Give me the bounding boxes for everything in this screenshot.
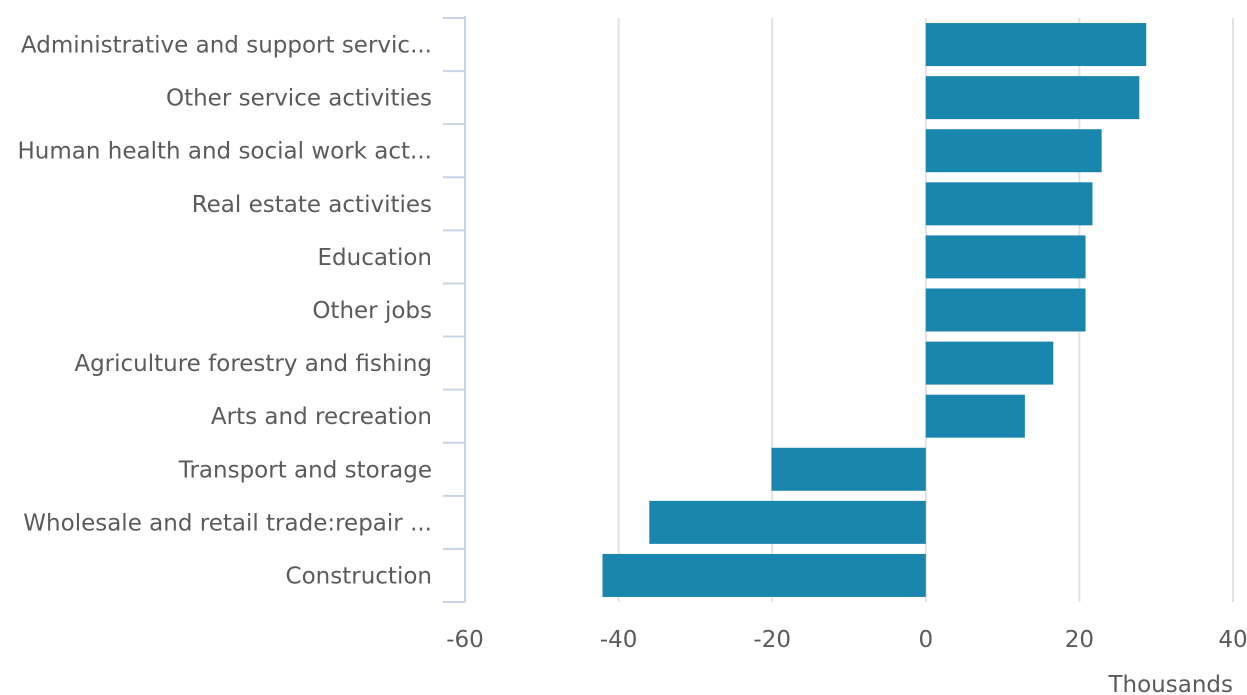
- bar: [925, 394, 1025, 438]
- bar: [649, 500, 926, 544]
- bars: [602, 23, 1147, 597]
- category-label: Arts and recreation: [211, 404, 432, 430]
- bar: [925, 23, 1147, 67]
- bar: [925, 235, 1086, 279]
- category-label: Human health and social work act...: [17, 139, 432, 165]
- category-label: Administrative and support servic...: [21, 33, 432, 59]
- category-label: Real estate activities: [192, 192, 432, 218]
- bar: [925, 288, 1086, 332]
- bar: [771, 447, 926, 491]
- category-label: Other jobs: [312, 298, 432, 324]
- category-label: Wholesale and retail trade:repair ...: [23, 510, 432, 536]
- x-tick-label: -20: [753, 627, 791, 653]
- x-tick-label: 20: [1065, 627, 1094, 653]
- category-label: Agriculture forestry and fishing: [74, 351, 432, 377]
- x-tick-label: 0: [918, 627, 933, 653]
- bar: [925, 182, 1093, 226]
- category-label: Education: [317, 245, 432, 271]
- x-tick-labels: -60 -40 -20 0 20 40: [446, 627, 1247, 653]
- category-label: Transport and storage: [178, 457, 432, 483]
- category-axis: [443, 16, 466, 603]
- category-label: Construction: [286, 563, 432, 589]
- x-tick-label: -60: [446, 627, 484, 653]
- x-tick-label: 40: [1218, 627, 1247, 653]
- x-unit-label: Thousands: [1107, 672, 1233, 695]
- bar: [602, 553, 926, 597]
- x-tick-label: -40: [600, 627, 638, 653]
- category-label: Other service activities: [166, 86, 432, 112]
- bar: [925, 76, 1140, 120]
- bar: [925, 129, 1102, 173]
- bar: [925, 341, 1054, 385]
- category-labels: Administrative and support servic... Othe…: [17, 33, 432, 590]
